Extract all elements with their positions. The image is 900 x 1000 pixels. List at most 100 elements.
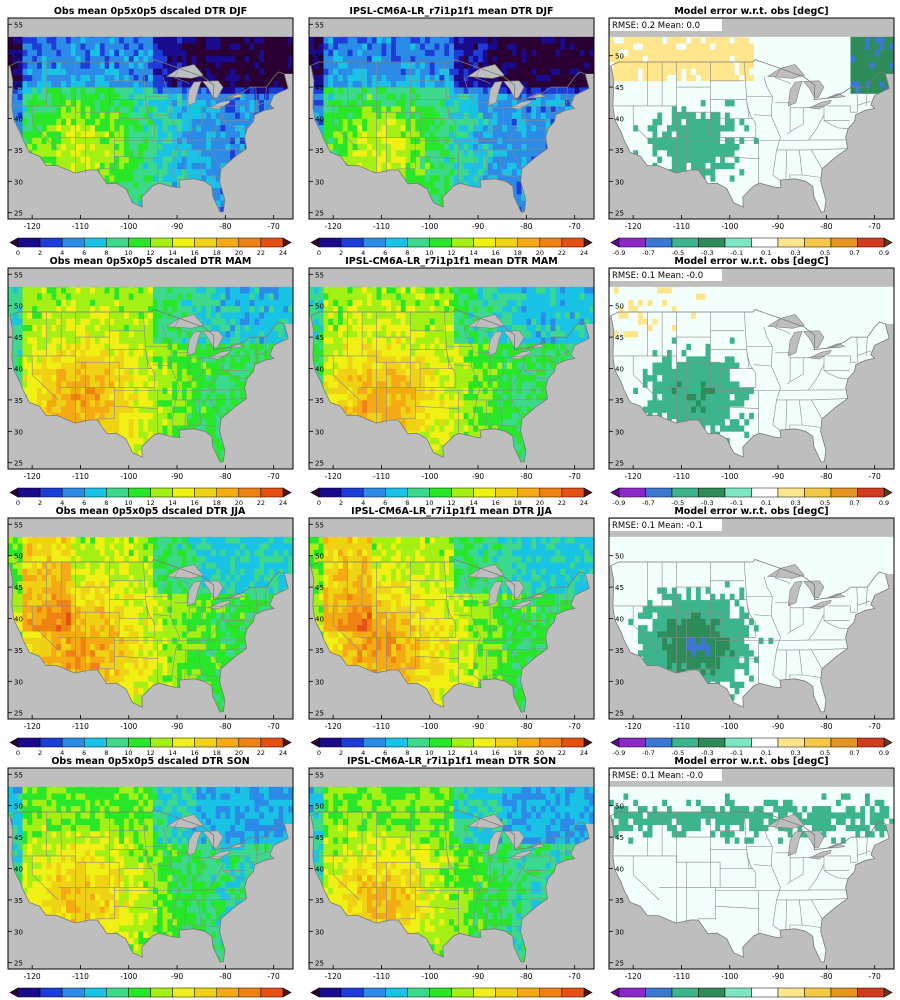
field-cell (395, 87, 402, 94)
field-cell (172, 118, 178, 126)
field-cell (405, 99, 411, 107)
field-cell (123, 99, 130, 107)
field-cell (652, 36, 658, 44)
field-cell (357, 143, 363, 151)
field-cell (652, 105, 658, 113)
field-cell (333, 49, 339, 57)
field-cell (536, 62, 542, 69)
field-cell (220, 80, 226, 88)
field-cell (318, 87, 324, 94)
field-cell (681, 137, 687, 144)
field-cell (502, 99, 508, 107)
field-cell (550, 105, 556, 113)
field-cell (478, 149, 484, 157)
field-cell (152, 105, 159, 113)
field-cell (695, 149, 702, 157)
field-cell (104, 36, 110, 44)
field-cell (511, 99, 518, 107)
field-cell (695, 156, 702, 163)
field-cell (338, 49, 344, 57)
field-cell (536, 49, 542, 57)
field-cell (468, 36, 474, 44)
field-cell (468, 118, 474, 126)
field-cell (114, 55, 120, 63)
field-cell (46, 149, 52, 157)
field-cell (749, 112, 755, 119)
field-cell (618, 36, 624, 44)
field-cell (681, 93, 687, 101)
field-cell (647, 49, 653, 57)
field-cell (463, 143, 469, 151)
field-cell (328, 43, 334, 50)
field-cell (85, 87, 91, 94)
field-cell (196, 156, 202, 163)
field-cell (705, 49, 711, 57)
field-cell (449, 168, 455, 176)
field-cell (444, 74, 450, 82)
field-cell (642, 143, 649, 151)
field-cell (579, 55, 585, 63)
field-cell (133, 68, 139, 75)
field-cell (691, 43, 697, 50)
field-cell (162, 118, 168, 126)
field-cell (172, 181, 178, 188)
field-cell (618, 118, 624, 126)
colorbar-segment (517, 237, 541, 248)
field-cell (720, 93, 726, 101)
field-cell (264, 55, 270, 63)
field-cell (574, 87, 580, 94)
field-cell (468, 143, 474, 151)
field-cell (342, 62, 349, 69)
field-cell (215, 112, 221, 119)
field-cell (210, 187, 217, 195)
field-cell (744, 143, 750, 151)
field-cell (744, 74, 750, 82)
field-cell (37, 149, 43, 157)
field-cell (516, 118, 522, 126)
field-cell (85, 118, 91, 126)
field-cell (391, 131, 397, 138)
field-cell (444, 105, 450, 113)
field-cell (434, 43, 440, 50)
field-cell (734, 187, 740, 195)
field-cell (415, 156, 421, 163)
field-cell (157, 124, 163, 132)
field-cell (507, 131, 513, 138)
field-cell (152, 118, 159, 126)
field-cell (720, 156, 726, 163)
field-cell (613, 74, 620, 82)
field-cell (357, 68, 363, 75)
field-cell (133, 87, 139, 94)
field-cell (710, 143, 716, 151)
field-cell (51, 112, 57, 119)
field-cell (138, 181, 144, 188)
field-cell (244, 80, 250, 88)
field-cell (391, 43, 397, 50)
field-cell (405, 112, 411, 119)
field-cell (278, 87, 284, 94)
field-cell (574, 62, 580, 69)
field-cell (138, 55, 144, 63)
field-cell (681, 105, 687, 113)
field-cell (254, 49, 260, 57)
field-cell (667, 80, 673, 88)
field-cell (705, 105, 711, 113)
field-cell (215, 156, 221, 163)
field-cell (37, 93, 43, 101)
field-cell (94, 149, 101, 157)
field-cell (749, 175, 755, 182)
field-cell (367, 131, 373, 138)
field-cell (453, 143, 460, 151)
field-cell (516, 43, 522, 50)
field-cell (66, 131, 72, 138)
field-cell (753, 168, 760, 176)
field-cell (99, 93, 106, 101)
field-cell (273, 43, 279, 50)
field-cell (458, 131, 464, 138)
field-cell (424, 149, 431, 157)
field-cell (90, 74, 96, 82)
field-cell (550, 36, 556, 44)
field-cell (119, 131, 125, 138)
field-cell (196, 112, 202, 119)
field-cell (555, 105, 561, 113)
